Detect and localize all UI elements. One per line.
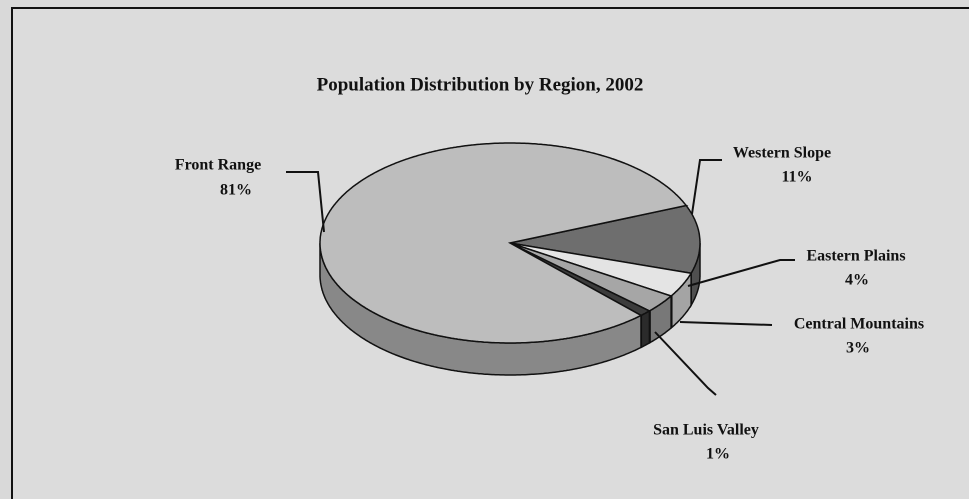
slice-label: Front Range [175, 157, 261, 174]
slice [509, 204, 701, 275]
leader-line [679, 321, 773, 326]
leader-line [286, 171, 325, 233]
leader-line [687, 259, 795, 287]
slice [319, 142, 689, 344]
slice-value-label: 4% [845, 272, 869, 289]
slice-value-label: 1% [706, 446, 730, 463]
leader-line [691, 159, 722, 215]
slice-label: San Luis Valley [653, 422, 759, 439]
slice-label: Eastern Plains [806, 248, 905, 265]
slice-label: Western Slope [733, 145, 831, 162]
slice [509, 242, 693, 297]
leader-line [654, 331, 717, 396]
chart-title: Population Distribution by Region, 2002 [317, 74, 644, 95]
slice-side [640, 309, 651, 349]
slice-value-label: 81% [220, 182, 252, 199]
slice-value-label: 3% [846, 340, 870, 357]
slice-label: Central Mountains [794, 316, 924, 333]
slice [509, 242, 673, 312]
slice-value-label: 11% [781, 169, 812, 186]
pie [319, 142, 701, 376]
